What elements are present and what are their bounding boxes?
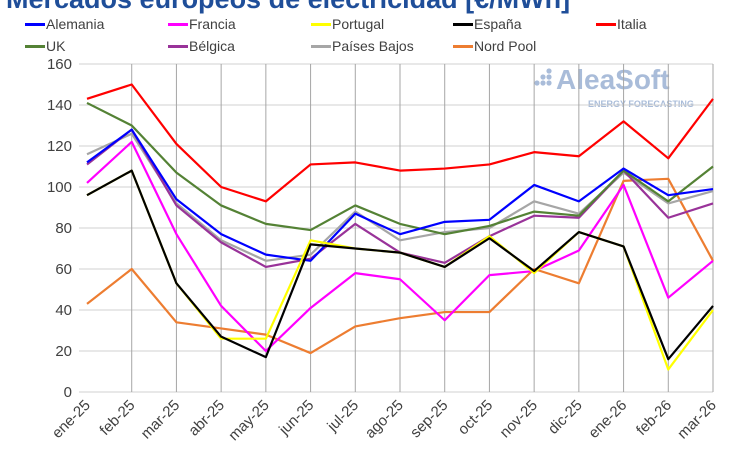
series-line-españa xyxy=(86,169,714,361)
x-tick-label: may-25 xyxy=(225,397,272,444)
y-tick-label: 20 xyxy=(55,343,72,360)
y-tick-label: 140 xyxy=(47,97,72,114)
legend-item: Países Bajos xyxy=(311,38,414,54)
legend-swatch xyxy=(453,44,473,48)
series-line-uk xyxy=(86,101,714,236)
x-tick-label: nov-25 xyxy=(497,397,541,441)
logo-dot xyxy=(546,68,552,74)
legend-label: Portugal xyxy=(332,16,385,32)
logo-brand: AleaSoft xyxy=(556,64,670,95)
x-tick-label: mar-26 xyxy=(674,397,720,443)
legend-item: Nord Pool xyxy=(453,38,536,54)
legend-swatch xyxy=(25,22,45,26)
legend-item: Bélgica xyxy=(168,38,235,54)
x-tick-label: oct-25 xyxy=(455,397,497,439)
x-tick-label: jun-25 xyxy=(275,397,317,439)
x-tick-label: feb-25 xyxy=(96,397,138,439)
y-tick-label: 100 xyxy=(47,179,72,196)
legend-swatch xyxy=(25,44,45,48)
y-tick-label: 60 xyxy=(55,261,72,278)
legend-label: UK xyxy=(46,38,66,54)
legend-label: Francia xyxy=(189,16,236,32)
legend-item: Francia xyxy=(168,16,236,32)
legend-label: España xyxy=(474,16,522,32)
y-tick-label: 160 xyxy=(47,56,72,73)
logo-dot xyxy=(546,74,552,80)
x-tick-label: ene-25 xyxy=(49,397,94,442)
legend-item: Alemania xyxy=(25,16,104,32)
legend-label: Nord Pool xyxy=(474,38,537,54)
legend-item: Italia xyxy=(596,16,647,32)
legend-swatch xyxy=(311,22,331,26)
logo-dot xyxy=(540,80,546,86)
y-tick-label: 0 xyxy=(64,384,72,401)
x-tick-label: mar-25 xyxy=(138,397,184,443)
y-tick-label: 40 xyxy=(55,302,72,319)
legend-label: Países Bajos xyxy=(332,38,414,54)
x-tick-label: dic-25 xyxy=(545,397,586,438)
x-tick-label: feb-26 xyxy=(633,397,675,439)
legend-label: Bélgica xyxy=(189,38,235,54)
logo-dot xyxy=(540,74,546,80)
x-tick-label: ago-25 xyxy=(362,397,407,442)
series-line-italia xyxy=(86,83,714,203)
legend-item: UK xyxy=(25,38,65,54)
y-tick-label: 120 xyxy=(47,138,72,155)
legend-label: Alemania xyxy=(46,16,105,32)
legend-label: Italia xyxy=(617,16,647,32)
x-tick-label: abr-25 xyxy=(185,397,228,440)
aleasoft-logo: AleaSoft ENERGY FORECASTING xyxy=(534,64,694,109)
x-tick-label: ene-26 xyxy=(585,397,630,442)
legend-swatch xyxy=(168,44,188,48)
y-tick-label: 80 xyxy=(55,220,72,237)
logo-tagline: ENERGY FORECASTING xyxy=(588,99,694,109)
series-line-alemania xyxy=(86,128,714,262)
x-tick-label: sep-25 xyxy=(407,397,451,441)
series-line-francia xyxy=(86,140,714,353)
x-tick-label: jul-25 xyxy=(323,397,362,436)
legend-swatch xyxy=(168,22,188,26)
legend-swatch xyxy=(311,44,331,48)
legend-item: Portugal xyxy=(311,16,384,32)
logo-dot xyxy=(546,80,552,86)
series-line-nord-pool xyxy=(86,177,714,355)
legend-swatch xyxy=(453,22,473,26)
chart-title: Mercados europeos de electricidad [€/MWh… xyxy=(6,0,570,13)
logo-dot xyxy=(534,80,540,86)
legend-swatch xyxy=(596,22,616,26)
legend-item: España xyxy=(453,16,521,32)
